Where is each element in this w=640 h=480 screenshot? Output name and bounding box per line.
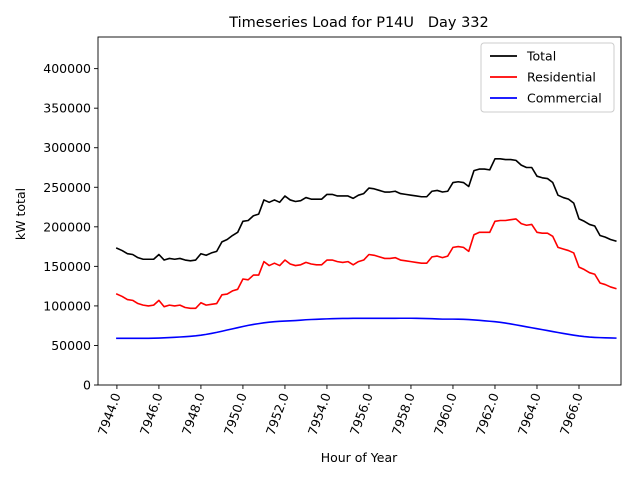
- legend-box: [480, 42, 615, 113]
- legend: Total Residential Commercial: [480, 42, 615, 113]
- y-tick-label: 0: [83, 378, 91, 393]
- y-axis-label: kW total: [13, 188, 28, 240]
- x-axis-label: Hour of Year: [321, 450, 398, 465]
- series-line-residential: [115, 218, 617, 310]
- y-tick-label: 300000: [43, 140, 91, 155]
- y-tick-label: 250000: [43, 180, 91, 195]
- legend-label-total: Total: [526, 49, 556, 64]
- y-tick-label: 50000: [51, 338, 91, 353]
- chart-title: Timeseries Load for P14U Day 332: [228, 15, 489, 31]
- series-line-commercial: [116, 317, 617, 340]
- y-tick-label: 400000: [43, 61, 91, 76]
- y-tick-label: 100000: [43, 298, 91, 313]
- y-tick-label: 150000: [43, 259, 91, 274]
- axes-frame: [97, 36, 622, 386]
- legend-label-residential: Residential: [527, 70, 596, 85]
- y-tick-label: 350000: [43, 101, 91, 116]
- series-line-total: [115, 158, 617, 262]
- y-tick-label: 200000: [43, 219, 91, 234]
- legend-label-commercial: Commercial: [527, 91, 602, 106]
